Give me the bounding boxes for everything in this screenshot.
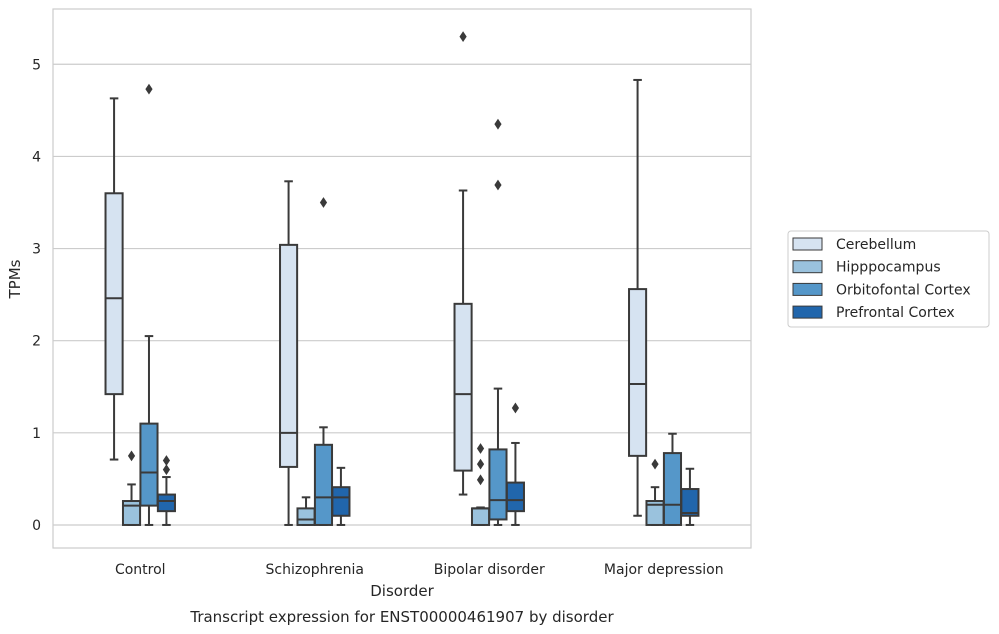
boxes (104, 31, 700, 526)
outlier-point (494, 179, 502, 191)
legend-frame (787, 230, 990, 328)
y-tick-label: 2 (32, 334, 41, 350)
box-0-1 (121, 450, 142, 526)
legend-item: Orbitofontal Cortex (792, 282, 971, 298)
box-0-2 (139, 83, 159, 526)
x-tick-label: Control (115, 562, 166, 578)
legend-label: Hipppocampus (836, 260, 941, 276)
outlier-point (511, 402, 520, 414)
y-tick-label: 0 (32, 518, 41, 534)
box-iqr (628, 288, 648, 457)
y-tick-label: 3 (32, 242, 41, 258)
box-1-3 (331, 466, 351, 526)
outlier-point (476, 458, 485, 470)
outlier-point (494, 118, 502, 130)
box-iqr (470, 507, 491, 526)
outlier-point (476, 474, 485, 486)
y-tick-label: 1 (32, 426, 41, 442)
box-iqr (505, 481, 525, 513)
box-3-0 (628, 78, 648, 517)
outlier-point (319, 197, 328, 208)
x-tick-label: Bipolar disorder (434, 562, 545, 578)
box-2-2 (488, 118, 508, 526)
box-iqr (331, 486, 351, 517)
box-1-0 (279, 180, 299, 526)
box-0-3 (156, 455, 176, 526)
outlier-point (476, 443, 485, 454)
chart-caption: Transcript expression for ENST0000046190… (189, 608, 614, 626)
x-axis-label: Disorder (370, 582, 434, 600)
x-tick-label: Schizophrenia (266, 562, 364, 578)
box-1-2 (313, 197, 334, 526)
legend-label: Cerebellum (836, 237, 916, 253)
box-1-1 (296, 496, 316, 526)
box-iqr (453, 302, 473, 472)
box-iqr (680, 488, 700, 517)
box-iqr (296, 507, 316, 526)
outlier-point (162, 464, 171, 476)
outlier-point (162, 455, 171, 466)
outlier-point (127, 450, 136, 462)
box-iqr (488, 448, 508, 521)
box-0-0 (104, 97, 124, 461)
x-axis-ticks: Control Schizophrenia Bipolar disorder Majo… (115, 562, 724, 578)
legend-label: Orbitofontal Cortex (836, 282, 971, 298)
legend-item: Prefrontal Cortex (792, 305, 955, 321)
box-iqr (156, 493, 176, 513)
plot-area-frame (52, 8, 752, 549)
box-iqr (662, 452, 683, 526)
legend-label: Prefrontal Cortex (836, 305, 955, 321)
legend-item: Cerebellum (792, 237, 916, 253)
outlier-point (651, 458, 659, 470)
legend-swatch (792, 237, 823, 251)
gridlines (53, 63, 751, 526)
x-tick-label: Major depression (604, 562, 724, 578)
box-iqr (104, 192, 124, 396)
box-3-3 (680, 467, 700, 526)
outlier-point (145, 83, 153, 95)
box-iqr (313, 443, 334, 526)
y-axis-ticks: 0 1 2 3 4 5 (32, 57, 41, 534)
legend-swatch (792, 305, 823, 319)
legend-item: Hipppocampus (792, 260, 941, 276)
y-tick-label: 5 (32, 57, 41, 73)
box-3-2 (662, 432, 683, 526)
box-iqr (279, 243, 299, 468)
legend: Cerebellum Hipppocampus Orbitofontal Corte… (787, 230, 990, 328)
box-2-0 (453, 31, 473, 496)
box-iqr (121, 500, 142, 526)
outlier-point (459, 31, 467, 43)
legend-swatch (792, 260, 823, 274)
box-2-3 (505, 402, 525, 526)
y-axis-label: TPMs (6, 259, 24, 299)
box-3-1 (645, 458, 665, 526)
y-tick-label: 4 (32, 149, 41, 165)
box-iqr (139, 422, 159, 507)
legend-swatch (792, 282, 823, 296)
box-2-1 (470, 443, 491, 526)
